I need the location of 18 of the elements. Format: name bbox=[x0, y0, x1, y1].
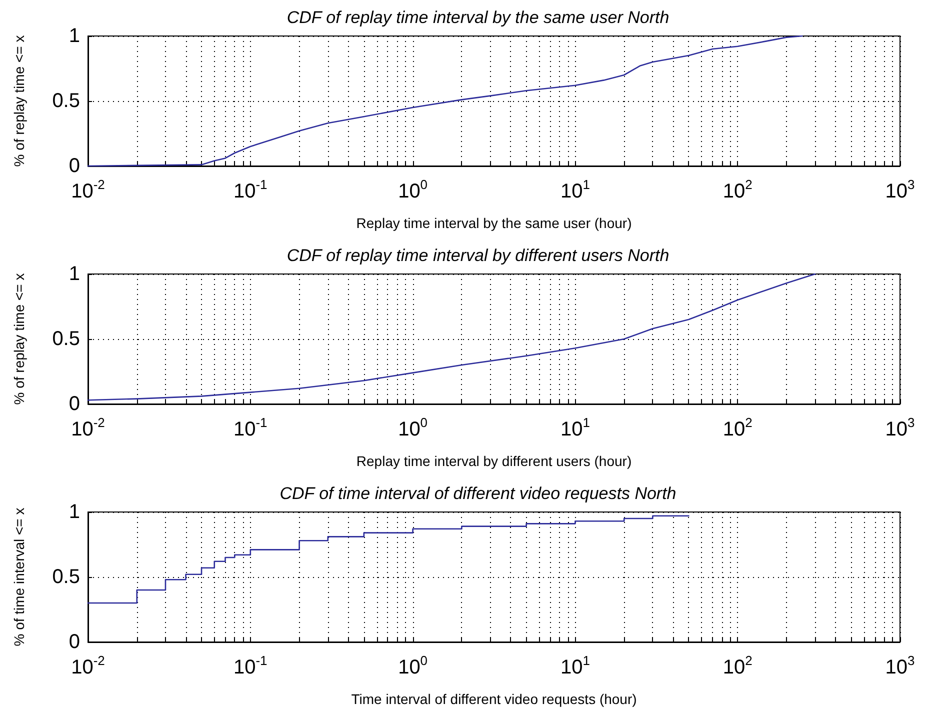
chart-title: CDF of replay time interval by different users North bbox=[286, 246, 670, 265]
y-tick-label: 1 bbox=[68, 263, 80, 285]
y-tick-label: 0 bbox=[68, 393, 80, 415]
x-axis-title: Replay time interval by the same user (hour) bbox=[356, 215, 632, 231]
y-tick-label: 0.5 bbox=[52, 566, 80, 588]
x-axis-title: Replay time interval by different users (hour) bbox=[356, 453, 632, 469]
y-tick-label: 0 bbox=[68, 155, 80, 177]
chart-title: CDF of replay time interval by the same user North bbox=[286, 8, 670, 27]
x-axis-title: Time interval of different video requests (hour) bbox=[351, 691, 637, 707]
y-tick-label: 1 bbox=[68, 501, 80, 523]
y-axis-title: % of time interval <= x bbox=[11, 508, 27, 646]
y-tick-label: 0.5 bbox=[52, 90, 80, 112]
y-tick-label: 1 bbox=[68, 25, 80, 47]
y-tick-label: 0 bbox=[68, 631, 80, 653]
y-axis-title: % of replay time <= x bbox=[11, 273, 27, 405]
chart-title: CDF of time interval of different video requests North bbox=[280, 484, 676, 503]
y-tick-label: 0.5 bbox=[52, 328, 80, 350]
y-axis-title: % of replay time <= x bbox=[11, 35, 27, 167]
